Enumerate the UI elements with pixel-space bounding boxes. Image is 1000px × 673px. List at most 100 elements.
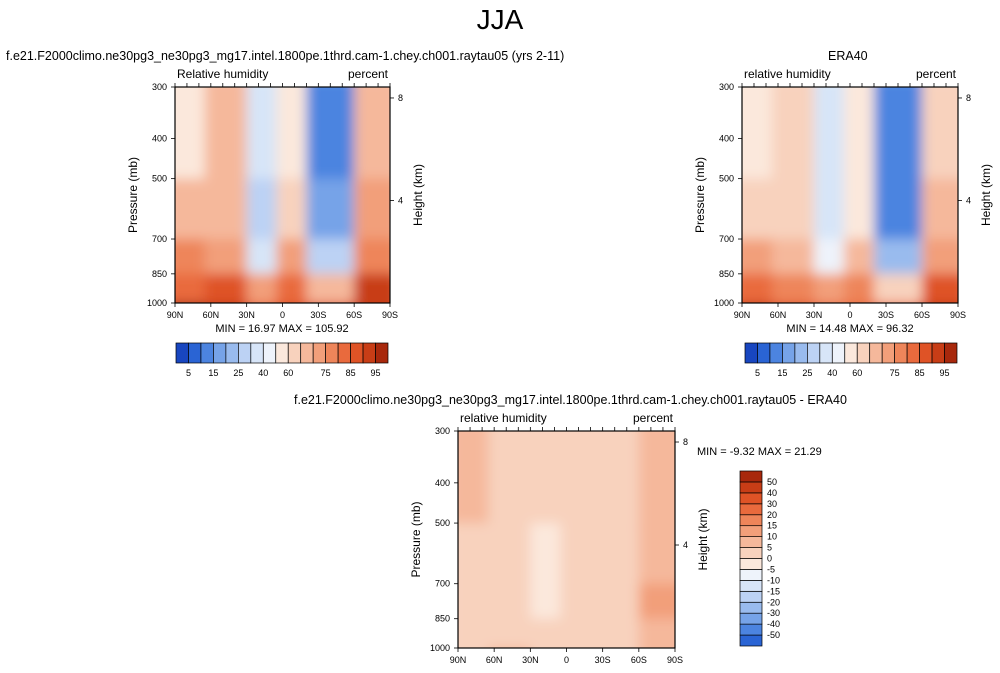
obs-colorbar-box [831, 342, 846, 364]
model-colorbar-box [362, 342, 376, 364]
obs-colorbar: 5 15 25 40 60 75 85 95 [744, 342, 958, 378]
diff-y-tick-label: 700 [435, 579, 450, 589]
diff-y-tick-label: 850 [435, 614, 450, 624]
diff-colorbar-box [739, 601, 763, 614]
model-colorbar-box [238, 342, 252, 364]
diff-colorbar-label: -50 [767, 630, 780, 640]
obs-colorbar-box [944, 342, 958, 364]
obs-colorbar-box [919, 342, 933, 364]
model-colorbar-box [375, 342, 389, 364]
model-field [175, 87, 390, 303]
obs-x-tick-label: 30S [878, 310, 894, 320]
model-x-tick-label: 90S [382, 310, 398, 320]
diff-x-tick-label: 90N [450, 655, 467, 665]
obs-colorbar-label: 95 [940, 368, 950, 378]
diff-field-label: relative humidity [460, 411, 547, 425]
obs-colorbar-label: 25 [802, 368, 812, 378]
diff-colorbar-box [739, 470, 763, 483]
obs-colorbar-box [931, 342, 945, 364]
obs-stats: MIN = 14.48 MAX = 96.32 [786, 323, 913, 335]
obs-colorbar-box [782, 342, 796, 364]
model-y2label: Height (km) [411, 164, 425, 226]
obs-colorbar-label: 60 [852, 368, 862, 378]
diff-colorbar-box [739, 514, 763, 527]
diff-colorbar-box [739, 623, 763, 636]
diff-colorbar-box [739, 569, 763, 581]
model-y-tick-label: 700 [152, 234, 167, 244]
obs-field [742, 87, 958, 303]
model-colorbar-box [188, 342, 202, 364]
diff-y-tick-label: 500 [435, 518, 450, 528]
obs-field-blur [742, 87, 958, 303]
diff-colorbar-label: -20 [767, 597, 780, 607]
obs-y-tick-label: 300 [719, 82, 734, 92]
obs-x-tick-label: 90N [734, 310, 751, 320]
diff-field-blur [458, 431, 675, 648]
model-colorbar: 5 15 25 40 60 75 85 95 [175, 342, 389, 378]
model-colorbar-label: 25 [233, 368, 243, 378]
model-colorbar-label: 60 [283, 368, 293, 378]
model-height-tick-label: 8 [398, 93, 403, 103]
obs-colorbar-box [881, 342, 895, 364]
model-x-tick-label: 30N [238, 310, 255, 320]
obs-colorbar-label: 15 [777, 368, 787, 378]
obs-colorbar-box [869, 342, 883, 364]
diff-y-tick-label: 1000 [430, 643, 450, 653]
model-plot: Relative humidity percent 90N 60N 30N 0 30S 60S… [126, 67, 425, 378]
obs-colorbar-box [769, 342, 783, 364]
model-colorbar-label: 5 [186, 368, 191, 378]
model-units-label: percent [348, 67, 389, 81]
diff-colorbar-box [739, 536, 763, 548]
model-colorbar-box [275, 342, 289, 364]
diff-colorbar-box [739, 558, 763, 570]
obs-colorbar-box [856, 342, 871, 364]
model-y-tick-label: 1000 [147, 298, 167, 308]
model-x-tick-label: 90N [167, 310, 184, 320]
diff-x-tick-label: 0 [564, 655, 569, 665]
obs-x-tick-label: 30N [806, 310, 823, 320]
obs-colorbar-box [844, 342, 858, 364]
diff-colorbar-label: 20 [767, 510, 777, 520]
model-cell [354, 87, 390, 189]
obs-y-tick-label: 400 [719, 134, 734, 144]
model-colorbar-label: 15 [208, 368, 218, 378]
obs-colorbar-box [744, 342, 758, 364]
obs-colorbar-box [894, 342, 908, 364]
diff-colorbar-box [739, 634, 763, 647]
obs-panel-title: ERA40 [828, 49, 868, 63]
model-x-tick-label: 60N [203, 310, 220, 320]
model-field-blur [175, 87, 390, 303]
model-colorbar-label: 85 [346, 368, 356, 378]
diff-height-tick-label: 4 [683, 540, 688, 550]
diff-plot: relative humidity percent 90N 60N 30N 0 30S 60S… [409, 411, 822, 665]
obs-y-tick-label: 500 [719, 174, 734, 184]
diff-x-tick-label: 60N [486, 655, 503, 665]
diff-colorbar-box [739, 547, 763, 559]
model-y-tick-label: 300 [152, 82, 167, 92]
obs-height-tick-label: 4 [966, 195, 971, 205]
obs-ylabel: Pressure (mb) [693, 157, 707, 233]
diff-colorbar-label: -5 [767, 564, 775, 574]
obs-cell [922, 273, 958, 303]
obs-colorbar-box [906, 342, 920, 364]
obs-x-tick-label: 90S [950, 310, 966, 320]
model-colorbar-label: 40 [258, 368, 268, 378]
model-colorbar-box [225, 342, 239, 364]
obs-colorbar-label: 5 [755, 368, 760, 378]
diff-colorbar-box [739, 525, 763, 537]
obs-y-tick-label: 700 [719, 234, 734, 244]
diff-colorbar-label: 10 [767, 532, 777, 542]
obs-colorbar-box [819, 342, 833, 364]
model-panel-title: f.e21.F2000climo.ne30pg3_ne30pg3_mg17.in… [6, 49, 565, 63]
obs-cell [922, 178, 958, 250]
model-colorbar-box [300, 342, 314, 364]
model-x-tick-label: 60S [346, 310, 362, 320]
diff-x-tick-label: 60S [631, 655, 647, 665]
diff-units-label: percent [633, 411, 674, 425]
model-height-tick-label: 4 [398, 195, 403, 205]
diff-x-tick-label: 30S [595, 655, 611, 665]
model-colorbar-box [200, 342, 214, 364]
diff-x-tick-label: 90S [667, 655, 683, 665]
